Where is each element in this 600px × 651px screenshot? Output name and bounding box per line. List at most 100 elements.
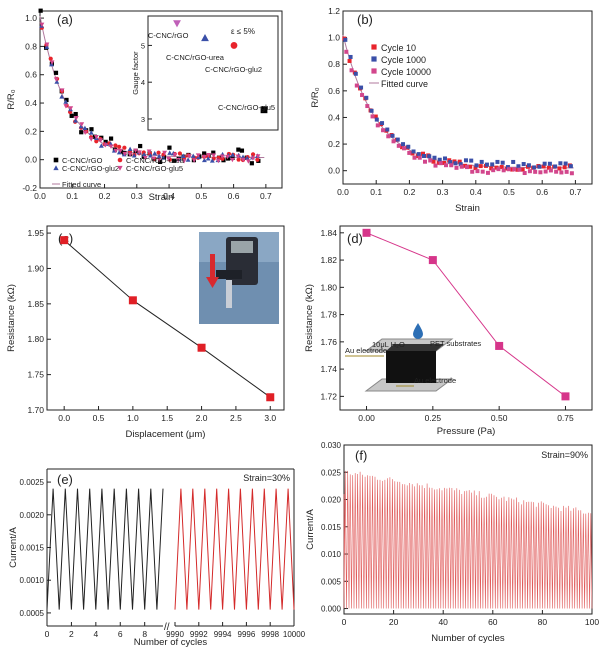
data-point [202,157,207,163]
data-point [190,153,196,158]
inset-y-tick-label: 4 [141,78,145,87]
y-tick-label: 0.0020 [20,511,45,520]
data-point [495,159,500,164]
data-point [186,154,192,159]
annotation: Strain=30% [243,473,290,483]
legend-marker [371,56,377,62]
panel-c: (c)0.00.51.01.52.02.53.01.701.751.801.85… [6,225,285,440]
x-tick-label: 6 [118,629,123,639]
x-tick-label: 9992 [190,630,208,639]
data-point [470,169,475,174]
data-point [88,137,94,142]
plot-frame [39,10,283,189]
data-point [127,146,133,151]
panel-a: (a)0.0 0.1 0.2 0.3 0.4 0.5 0.6 0.7-0.20.00.20.4… [6,8,283,203]
arrow-head [206,277,219,288]
data-point [474,163,479,168]
fitted-curve [342,34,574,169]
data-line [366,232,566,397]
data-point [250,156,256,161]
x-tick-label: 0.4 [163,191,175,201]
y-tick-label: 0.025 [321,468,342,477]
data-point [526,163,531,168]
plot-frame [339,225,593,411]
data-point [236,157,241,162]
data-point [464,165,469,170]
x-axis-label: Displacement (μm) [126,429,206,440]
data-point [501,168,506,173]
data-point [538,170,543,175]
y-tick-label: 1.74 [320,364,337,374]
data-point [463,158,468,163]
data-point [554,169,559,174]
data-point [250,152,256,157]
data-point [360,93,365,98]
x-tick-label: 2.0 [196,413,208,423]
inset-y-tick-label: 3 [141,115,145,124]
data-point [195,153,201,158]
data-point [255,154,261,159]
x-tick-label: 0.0 [34,191,46,201]
current-trace [343,470,593,609]
x-tick-label: 0.3 [131,191,143,201]
data-point [156,157,162,163]
data-point [108,144,114,149]
inset-point [230,42,238,49]
data-point [177,151,182,156]
data-point [63,104,69,109]
data-point [347,58,352,63]
data-point [141,152,147,157]
data-point [205,156,211,161]
plot-frame [342,10,593,185]
data-point [490,162,495,167]
data-point [416,152,421,157]
data-point [344,49,349,54]
x-tick-label: 0 [342,617,347,627]
data-point [60,236,69,245]
inset-y-tick-label: 5 [141,41,145,50]
data-point [354,83,359,88]
data-point [103,139,108,144]
panel-letter: (d) [347,231,363,246]
data-point [92,134,97,139]
x-tick-label: 0.3 [437,187,449,197]
data-point [175,158,181,163]
data-point [505,165,510,170]
electrode-label: Au electrode [414,376,456,385]
data-point [201,154,207,160]
data-point [116,149,122,155]
data-point [185,157,191,162]
photo-inset [199,232,279,324]
inset-point-label: C-CNC/rGO-glu5 [218,103,275,112]
y-tick-label: 1.95 [27,228,44,238]
legend-marker [53,157,59,163]
data-point [122,145,127,150]
data-point [484,162,489,167]
data-line [63,239,271,398]
x-tick-label: 8 [142,629,147,639]
data-point [443,163,448,168]
micrometer-anvil [216,270,242,279]
substrate-label: PET substrates [430,339,481,348]
sample-strip [226,280,232,308]
data-point [359,85,364,90]
data-point [520,167,525,172]
data-point [245,159,251,164]
data-point [131,153,137,158]
x-axis-label: Number of cycles [431,633,505,644]
data-point [542,161,547,166]
data-point [564,169,569,174]
data-point [156,150,161,155]
y-tick-label: 1.84 [320,228,337,238]
x-tick-label: 0.50 [491,413,508,423]
data-point [449,163,454,168]
legend: C-CNC/rGO C-CNC/rGO-urea C-CNC/rGO-glu2 C-C… [52,156,185,189]
y-tick-label: 1.75 [27,370,44,380]
data-point [562,165,567,170]
data-point [569,171,574,176]
x-tick-label: 80 [538,617,548,627]
y-tick-label: 0.0025 [20,478,45,487]
panel-letter: (e) [57,472,73,487]
legend-marker [117,165,123,171]
y-axis-label: Resistance (kΩ) [304,284,315,352]
